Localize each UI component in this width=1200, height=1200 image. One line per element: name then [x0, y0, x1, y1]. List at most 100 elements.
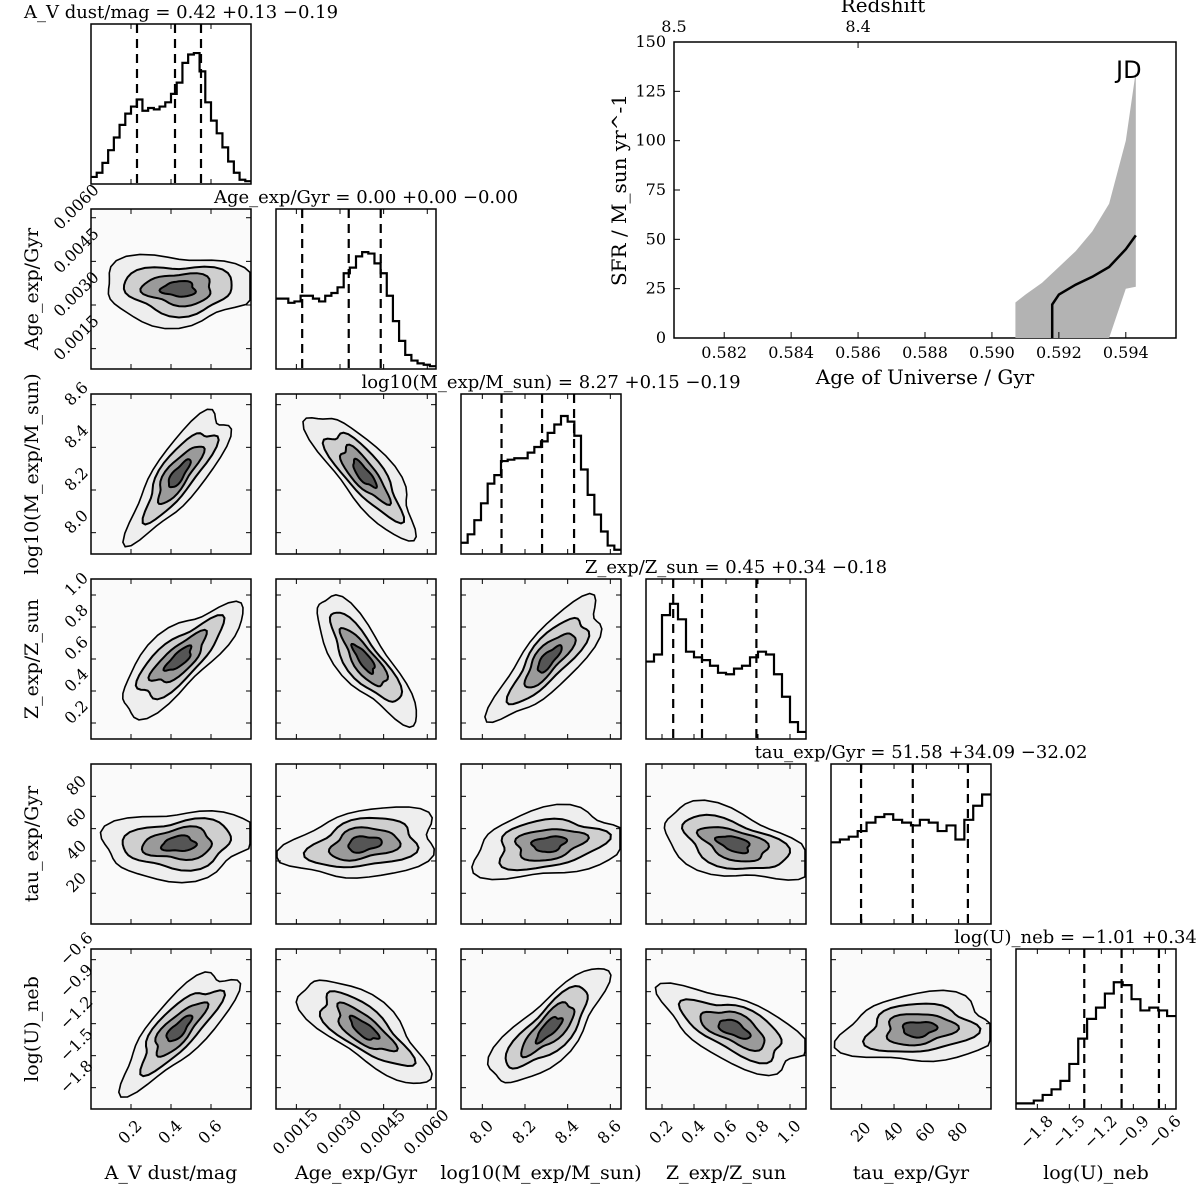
- y-tick-label: 0.4: [60, 664, 91, 695]
- y-tick-label: 20: [62, 868, 90, 896]
- x-tick-label: 80: [944, 1118, 972, 1146]
- y-tick-label: 0.6: [60, 632, 91, 663]
- sfh-confidence-band: [1015, 71, 1136, 338]
- sfh-y-tick-label: 0: [656, 328, 666, 347]
- sfh-x-tick-label: 0.592: [1036, 343, 1082, 362]
- sfh-x-axis-label: Age of Universe / Gyr: [815, 365, 1035, 389]
- histogram-panel-age: Age_exp/Gyr = 0.00 +0.00 −0.00: [213, 187, 518, 370]
- y-axis-label: tau_exp/Gyr: [21, 785, 43, 902]
- y-tick-label: 1.0: [60, 568, 91, 599]
- x-tick-label: 0.4: [154, 1116, 185, 1147]
- sfh-y-tick-label: 125: [635, 81, 666, 100]
- sfh-top-tick-label: 8.4: [845, 17, 870, 36]
- histogram-title: Age_exp/Gyr = 0.00 +0.00 −0.00: [213, 187, 518, 208]
- y-tick-label: 40: [62, 836, 90, 864]
- sfh-x-tick-label: 0.588: [902, 343, 948, 362]
- contour-level: [167, 458, 192, 489]
- x-tick-label: −0.6: [1144, 1111, 1185, 1152]
- histogram-title: log(U)_neb = −1.01 +0.34 −0.35: [954, 927, 1200, 948]
- sfh-x-tick-label: 0.582: [701, 343, 747, 362]
- y-tick-label: 8.0: [60, 506, 91, 537]
- x-axis-logu: −1.8−1.5−1.2−0.9−0.6 log(U)_neb: [1016, 1111, 1185, 1184]
- x-tick-label: 40: [879, 1118, 907, 1146]
- contour-level: [348, 1014, 381, 1041]
- contour-level: [901, 1020, 939, 1039]
- histogram-step-line: [646, 602, 806, 734]
- x-tick-label: 8.0: [466, 1116, 497, 1147]
- contour-level: [352, 457, 378, 490]
- x-axis-label: tau_exp/Gyr: [853, 1162, 970, 1184]
- histogram-panel-av: A_V dust/mag = 0.42 +0.13 −0.19: [23, 2, 338, 185]
- sfh-median-line: [1050, 234, 1137, 338]
- contour-level: [536, 644, 563, 674]
- x-tick-label: −1.8: [1016, 1111, 1057, 1152]
- x-axis-mass: 8.0 8.2 8.4 8.6 log10(M_exp/M_sun): [440, 1116, 641, 1184]
- y-tick-label: 80: [62, 771, 90, 799]
- y-tick-label: 8.4: [60, 421, 91, 452]
- contour-level: [162, 644, 193, 672]
- sfh-y-tick-label: 50: [646, 229, 666, 248]
- contour-level: [350, 643, 376, 675]
- histogram-step-line: [276, 251, 436, 368]
- y-axis-tau: 20 40 60 80 tau_exp/Gyr: [21, 771, 90, 902]
- sfh-y-axis-label: SFR / M_sun yr^-1: [607, 94, 631, 286]
- histogram-panel-z: Z_exp/Z_sun = 0.45 +0.34 −0.18: [585, 557, 887, 740]
- sfh-y-tick-label: 75: [646, 180, 666, 199]
- contour-panel-av-mass: [90, 393, 252, 555]
- y-axis-label: log10(M_exp/M_sun): [21, 373, 43, 574]
- contour-panel-av-tau: [90, 763, 252, 925]
- histogram-step-line: [91, 51, 251, 183]
- y-tick-label: 8.6: [60, 378, 91, 409]
- panel-frame: [90, 23, 252, 185]
- histogram-title: Z_exp/Z_sun = 0.45 +0.34 −0.18: [585, 557, 887, 578]
- histogram-title: A_V dust/mag = 0.42 +0.13 −0.19: [23, 2, 338, 23]
- sfh-y-tick-label: 150: [635, 32, 666, 51]
- contour-panel-age-tau: [275, 763, 437, 925]
- x-tick-label: 20: [847, 1118, 875, 1146]
- x-axis-av: 0.2 0.4 0.6 A_V dust/mag: [104, 1116, 238, 1184]
- sfh-x-tick-label: 0.586: [835, 343, 881, 362]
- contour-level: [530, 835, 569, 854]
- histogram-panel-tau: tau_exp/Gyr = 51.58 +34.09 −32.02: [755, 742, 1088, 925]
- x-tick-label: −1.5: [1048, 1111, 1089, 1152]
- histogram-title: tau_exp/Gyr = 51.58 +34.09 −32.02: [755, 742, 1088, 763]
- contour-panel-tau-logu: [830, 948, 992, 1110]
- sfh-top-tick-label: 8.5: [661, 17, 686, 36]
- contour-panel-av-logu: [90, 948, 252, 1110]
- x-tick-label: 0.0045: [356, 1105, 409, 1158]
- x-tick-label: −1.2: [1080, 1111, 1121, 1152]
- x-tick-label: −0.9: [1112, 1111, 1153, 1152]
- panel-frame: [275, 208, 437, 370]
- x-tick-label: 8.2: [508, 1116, 539, 1147]
- contour-level: [347, 835, 383, 854]
- x-axis-tau: 20 40 60 80 tau_exp/Gyr: [847, 1118, 972, 1184]
- contour-level: [534, 1015, 564, 1045]
- panel-frame: [1015, 948, 1177, 1110]
- x-axis-label: Z_exp/Z_sun: [666, 1162, 786, 1184]
- contour-level: [159, 834, 198, 853]
- x-tick-label: 0.4: [677, 1116, 708, 1147]
- contour-panel-mass-tau: [460, 763, 622, 925]
- contour-panel-mass-logu: [460, 948, 622, 1110]
- y-axis-label: Z_exp/Z_sun: [21, 599, 43, 719]
- x-axis-label: Age_exp/Gyr: [294, 1162, 418, 1184]
- x-tick-label: 1.0: [773, 1116, 804, 1147]
- sfh-y-tick-label: 25: [646, 279, 666, 298]
- x-axis-label: log10(M_exp/M_sun): [440, 1162, 641, 1184]
- x-tick-label: 0.2: [645, 1116, 676, 1147]
- x-tick-label: 8.6: [594, 1116, 625, 1147]
- contour-panel-av-z: [90, 578, 252, 740]
- y-axis-z: 0.20.40.60.81.0 Z_exp/Z_sun: [21, 568, 92, 727]
- x-tick-label: 0.0060: [400, 1105, 453, 1158]
- histogram-title: log10(M_exp/M_sun) = 8.27 +0.15 −0.19: [361, 372, 740, 393]
- sfh-inset: 0.582 0.584 0.586 0.588 0.590 0.592 0.594 0 25 50…: [607, 0, 1177, 389]
- sfh-y-tick-label: 100: [635, 131, 666, 150]
- x-tick-label: 0.2: [114, 1116, 145, 1147]
- contour-level: [713, 835, 751, 855]
- x-axis-label: A_V dust/mag: [104, 1162, 238, 1184]
- sfh-x-tick-label: 0.584: [768, 343, 814, 362]
- contour-panel-age-logu: [275, 948, 437, 1110]
